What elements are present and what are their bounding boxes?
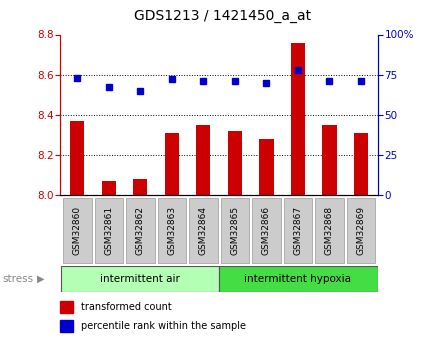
Text: GSM32869: GSM32869 (356, 206, 365, 255)
FancyBboxPatch shape (189, 198, 218, 263)
Text: GSM32860: GSM32860 (73, 206, 82, 255)
Text: GSM32861: GSM32861 (105, 206, 113, 255)
FancyBboxPatch shape (221, 198, 249, 263)
Text: percentile rank within the sample: percentile rank within the sample (81, 321, 246, 331)
Text: GSM32866: GSM32866 (262, 206, 271, 255)
Text: GSM32864: GSM32864 (199, 206, 208, 255)
Bar (354, 133, 368, 195)
Text: GSM32867: GSM32867 (293, 206, 303, 255)
Bar (134, 179, 147, 195)
Text: GSM32868: GSM32868 (325, 206, 334, 255)
Bar (196, 125, 210, 195)
Bar (228, 131, 242, 195)
FancyBboxPatch shape (95, 198, 123, 263)
FancyBboxPatch shape (63, 198, 92, 263)
Text: transformed count: transformed count (81, 302, 172, 312)
Text: GDS1213 / 1421450_a_at: GDS1213 / 1421450_a_at (134, 9, 311, 23)
Bar (322, 125, 336, 195)
FancyBboxPatch shape (347, 198, 375, 263)
FancyBboxPatch shape (218, 266, 378, 292)
FancyBboxPatch shape (252, 198, 281, 263)
FancyBboxPatch shape (284, 198, 312, 263)
Bar (60, 301, 73, 313)
Bar (291, 42, 305, 195)
Text: intermittent air: intermittent air (100, 274, 180, 284)
FancyBboxPatch shape (158, 198, 186, 263)
Bar (70, 121, 85, 195)
Bar (102, 181, 116, 195)
FancyBboxPatch shape (315, 198, 344, 263)
Text: ▶: ▶ (37, 274, 44, 284)
Bar (60, 320, 73, 333)
FancyBboxPatch shape (61, 266, 218, 292)
Text: GSM32863: GSM32863 (167, 206, 176, 255)
FancyBboxPatch shape (126, 198, 154, 263)
Bar (165, 133, 179, 195)
Text: intermittent hypoxia: intermittent hypoxia (244, 274, 352, 284)
Bar (259, 139, 274, 195)
Text: stress: stress (2, 274, 33, 284)
Text: GSM32862: GSM32862 (136, 206, 145, 255)
Text: GSM32865: GSM32865 (231, 206, 239, 255)
